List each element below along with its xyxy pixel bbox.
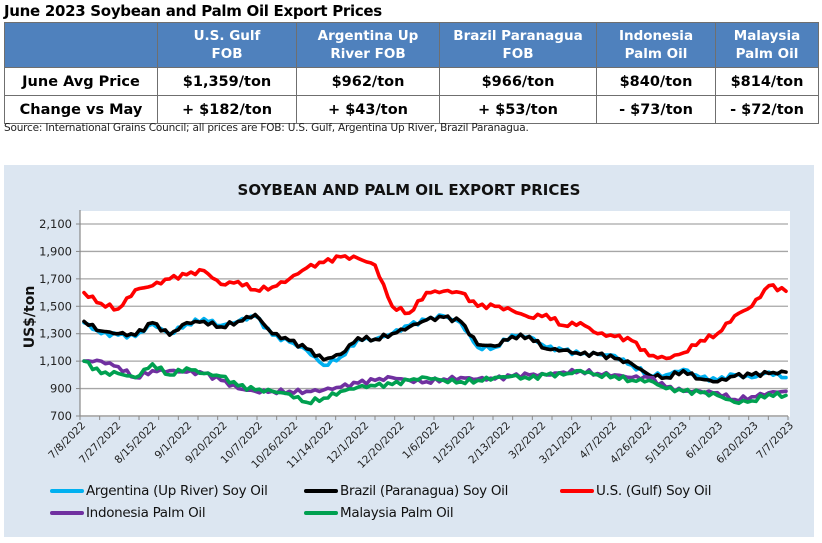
- legend-swatch: [304, 511, 338, 515]
- row-label: June Avg Price: [4, 67, 158, 96]
- legend-label: Indonesia Palm Oil: [86, 505, 206, 521]
- legend-swatch: [304, 489, 338, 493]
- legend-label: Malaysia Palm Oil: [340, 505, 454, 521]
- line-chart: SOYBEAN AND PALM OIL EXPORT PRICES 700 90…: [22, 181, 796, 471]
- header-malaysia: Malaysia Palm Oil: [715, 22, 819, 68]
- plot-area: [80, 211, 790, 417]
- y-tick-label: 1,100: [39, 354, 72, 368]
- header-argentina: Argentina Up River FOB: [296, 22, 440, 68]
- header-line: Malaysia: [733, 28, 801, 44]
- legend-item-argentina: Argentina (Up River) Soy Oil: [50, 483, 268, 499]
- x-tick-label: 7/7/2023: [754, 420, 796, 462]
- table-cell: + $43/ton: [296, 95, 440, 124]
- legend-swatch: [50, 489, 84, 493]
- table-cell: $840/ton: [596, 67, 716, 96]
- y-axis-label: US$/ton: [22, 286, 38, 349]
- series-lines: [82, 254, 788, 406]
- header-line: U.S. Gulf: [193, 28, 261, 44]
- y-tick-label: 2,100: [39, 217, 72, 231]
- row-label: Change vs May: [4, 95, 158, 124]
- header-blank: [4, 22, 158, 68]
- table-cell: $1,359/ton: [157, 67, 297, 96]
- series-line-malaysia-palm-oil: [82, 359, 788, 406]
- header-line: Argentina Up: [317, 28, 419, 44]
- series-line-u-s-gulf-soy-oil: [82, 254, 788, 361]
- table-title: June 2023 Soybean and Palm Oil Export Pr…: [4, 2, 382, 20]
- header-line: Indonesia: [618, 28, 694, 44]
- y-tick-label: 1,900: [39, 244, 72, 258]
- y-tick-label: 1,300: [39, 327, 72, 341]
- legend-label: U.S. (Gulf) Soy Oil: [596, 483, 712, 499]
- legend-swatch: [50, 511, 84, 515]
- header-line: Palm Oil: [735, 46, 799, 62]
- legend-item-brazil: Brazil (Paranagua) Soy Oil: [304, 483, 508, 499]
- y-axis-ticks: 700 900 1,100 1,300 1,500 1,700 1,900 2,100: [39, 217, 80, 423]
- x-axis-ticks: 7/8/20227/27/20228/15/20229/1/20229/20/2…: [46, 416, 796, 471]
- price-table: U.S. Gulf FOB Argentina Up River FOB Brazi…: [4, 22, 819, 124]
- table-cell: + $182/ton: [157, 95, 297, 124]
- table-row: June Avg Price $1,359/ton $962/ton $966/…: [4, 67, 819, 96]
- header-line: FOB: [502, 46, 534, 62]
- header-brazil: Brazil Paranagua FOB: [439, 22, 597, 68]
- chart-container: SOYBEAN AND PALM OIL EXPORT PRICES 700 90…: [4, 165, 814, 537]
- table-row: Change vs May + $182/ton + $43/ton + $53…: [4, 95, 819, 124]
- header-line: Palm Oil: [624, 46, 688, 62]
- legend-item-indonesia: Indonesia Palm Oil: [50, 505, 206, 521]
- y-tick-label: 1,500: [39, 299, 72, 313]
- y-tick-label: 900: [50, 382, 72, 396]
- table-header-row: U.S. Gulf FOB Argentina Up River FOB Brazi…: [4, 22, 819, 68]
- legend-label: Brazil (Paranagua) Soy Oil: [340, 483, 509, 499]
- header-line: Brazil Paranagua: [453, 28, 583, 44]
- y-tick-label: 1,700: [39, 272, 72, 286]
- source-note: Source: International Grains Council; al…: [4, 122, 529, 134]
- table-cell: - $73/ton: [596, 95, 716, 124]
- series-line-brazil-paranagua-soy-oil: [82, 312, 788, 384]
- legend-swatch: [560, 489, 594, 493]
- legend-item-us-gulf: U.S. (Gulf) Soy Oil: [560, 483, 712, 499]
- chart-title: SOYBEAN AND PALM OIL EXPORT PRICES: [238, 181, 581, 199]
- table-cell: $814/ton: [715, 67, 819, 96]
- header-us-gulf: U.S. Gulf FOB: [157, 22, 297, 68]
- header-indonesia: Indonesia Palm Oil: [596, 22, 716, 68]
- header-line: River FOB: [330, 46, 406, 62]
- table-cell: $962/ton: [296, 67, 440, 96]
- legend-label: Argentina (Up River) Soy Oil: [86, 483, 268, 499]
- y-tick-label: 700: [50, 409, 72, 423]
- table-cell: $966/ton: [439, 67, 597, 96]
- legend-item-malaysia: Malaysia Palm Oil: [304, 505, 454, 521]
- table-cell: + $53/ton: [439, 95, 597, 124]
- header-line: FOB: [211, 46, 243, 62]
- table-cell: - $72/ton: [715, 95, 819, 124]
